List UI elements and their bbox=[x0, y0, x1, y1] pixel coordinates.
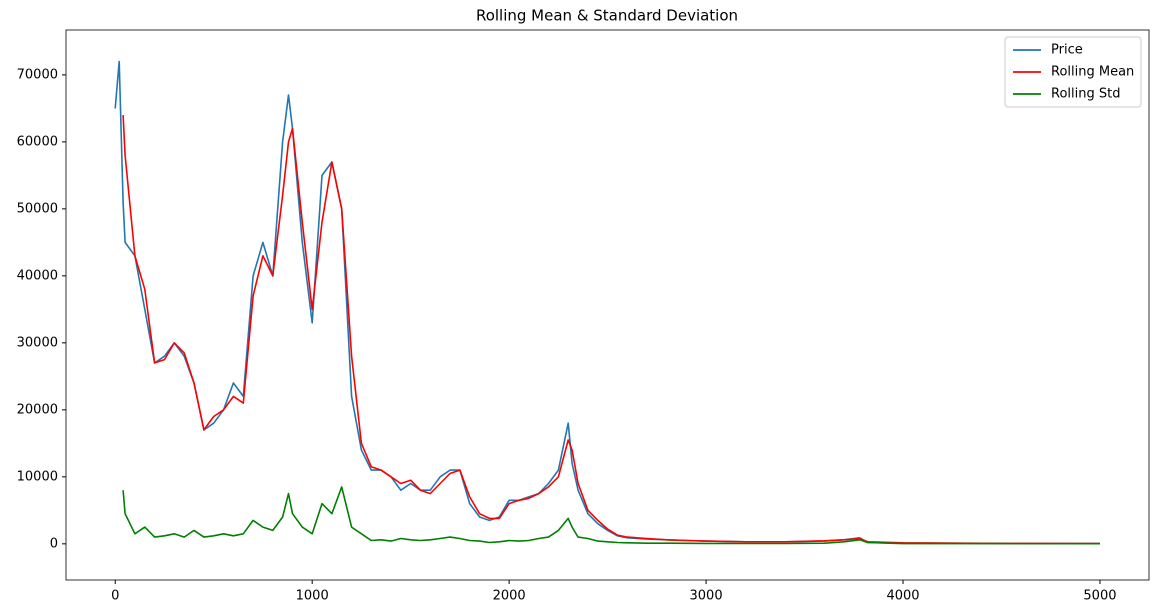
y-tick-label: 60000 bbox=[17, 134, 58, 149]
chart-title: Rolling Mean & Standard Deviation bbox=[476, 7, 738, 25]
y-tick-label: 40000 bbox=[17, 268, 58, 283]
y-tick-label: 30000 bbox=[17, 335, 58, 350]
y-tick-label: 10000 bbox=[17, 469, 58, 484]
x-tick-label: 5000 bbox=[1083, 589, 1116, 604]
y-tick-label: 20000 bbox=[17, 402, 58, 417]
x-tick-label: 3000 bbox=[690, 589, 723, 604]
x-tick-label: 4000 bbox=[886, 589, 919, 604]
plot-frame bbox=[65, 29, 1150, 581]
x-tick-label: 2000 bbox=[493, 589, 526, 604]
series-line bbox=[122, 486, 1101, 545]
x-tick-label: 1000 bbox=[296, 589, 329, 604]
series-line bbox=[122, 115, 1101, 545]
y-tick-label: 50000 bbox=[17, 201, 58, 216]
legend-label: Price bbox=[1051, 43, 1083, 58]
y-tick-label: 0 bbox=[50, 536, 58, 551]
legend-label: Rolling Std bbox=[1051, 87, 1120, 102]
legend-box bbox=[1004, 36, 1142, 108]
series-line bbox=[114, 60, 1100, 545]
legend-label: Rolling Mean bbox=[1051, 65, 1134, 80]
x-tick-label: 0 bbox=[111, 589, 119, 604]
y-tick-label: 70000 bbox=[17, 67, 58, 82]
